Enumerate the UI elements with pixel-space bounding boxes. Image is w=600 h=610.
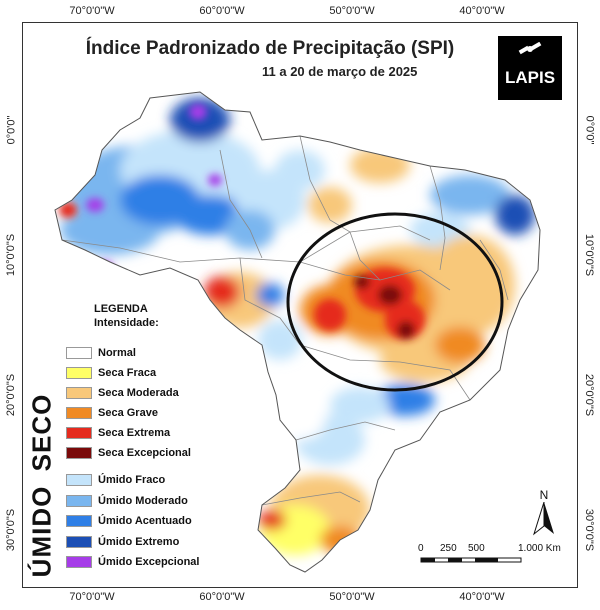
north-letter: N — [539, 488, 549, 502]
legend-subheading: Intensidade: — [94, 317, 159, 329]
legend-swatch — [66, 347, 92, 359]
map-title: Índice Padronizado de Precipitação (SPI) — [85, 38, 455, 59]
tick-label: 70°0'0"W — [69, 591, 115, 603]
scale-label: 0 — [418, 543, 424, 554]
legend-item: Úmido Excepcional — [66, 555, 199, 569]
legend-heading: LEGENDA — [94, 303, 148, 315]
legend-swatch — [66, 515, 92, 527]
tick-label: 70°0'0"W — [69, 5, 115, 17]
legend-title: LEGENDA Intensidade: — [94, 302, 159, 330]
legend-swatch — [66, 536, 92, 548]
legend-label: Úmido Extremo — [98, 536, 180, 548]
legend-item: Normal — [66, 346, 136, 360]
map-surface — [54, 91, 541, 573]
state-borders — [61, 135, 509, 506]
legend-label: Normal — [98, 347, 136, 359]
legend-swatch — [66, 407, 92, 419]
map-subtitle: 11 a 20 de março de 2025 — [262, 64, 418, 79]
legend-swatch — [66, 427, 92, 439]
satellite-icon — [518, 42, 542, 55]
legend-item: Seca Moderada — [66, 386, 179, 400]
legend-item: Úmido Moderado — [66, 494, 188, 508]
highlight-circle — [286, 212, 504, 392]
legend-label: Úmido Fraco — [98, 474, 166, 486]
tick-label: 50°0'0"W — [329, 591, 375, 603]
legend-label: Seca Moderada — [98, 387, 179, 399]
legend-label: Seca Extrema — [98, 427, 171, 439]
legend-label: Úmido Moderado — [98, 495, 188, 507]
legend-label: Seca Excepcional — [98, 447, 191, 459]
scale-bar-graphic — [420, 557, 522, 563]
legend-item: Úmido Extremo — [66, 535, 179, 549]
legend-label: Úmido Acentuado — [98, 515, 192, 527]
spi-field — [59, 98, 535, 555]
tick-label: 60°0'0"W — [199, 5, 245, 17]
legend-swatch — [66, 495, 92, 507]
legend-item: Seca Excepcional — [66, 446, 191, 460]
scale-label: 500 — [468, 543, 485, 554]
logo-text: LAPIS — [504, 68, 556, 87]
legend-label: Seca Fraca — [98, 367, 157, 379]
umido-group-label: ÚMIDO — [26, 485, 57, 577]
north-arrow: N — [532, 488, 556, 541]
tick-label: 50°0'0"W — [329, 5, 375, 17]
legend-label: Seca Grave — [98, 407, 158, 419]
tick-label: 40°0'0"W — [459, 591, 505, 603]
legend-swatch — [66, 556, 92, 568]
legend-item: Seca Fraca — [66, 366, 156, 380]
legend-item: Seca Grave — [66, 406, 158, 420]
seco-group-label: SECO — [26, 393, 57, 472]
legend-item: Úmido Fraco — [66, 473, 165, 487]
scale-label: 250 — [440, 543, 457, 554]
legend-item: Úmido Acentuado — [66, 514, 192, 528]
legend-swatch — [66, 367, 92, 379]
legend-item: Seca Extrema — [66, 426, 170, 440]
lapis-logo: LAPIS — [498, 36, 562, 100]
legend-swatch — [66, 447, 92, 459]
tick-label: 40°0'0"W — [459, 5, 505, 17]
legend-label: Úmido Excepcional — [98, 556, 200, 568]
north-arrow-icon — [533, 501, 554, 536]
legend-swatch — [66, 387, 92, 399]
brazil-outline — [54, 91, 541, 573]
legend-swatch — [66, 474, 92, 486]
tick-label: 60°0'0"W — [199, 591, 245, 603]
scale-label: 1.000 Km — [518, 543, 561, 554]
